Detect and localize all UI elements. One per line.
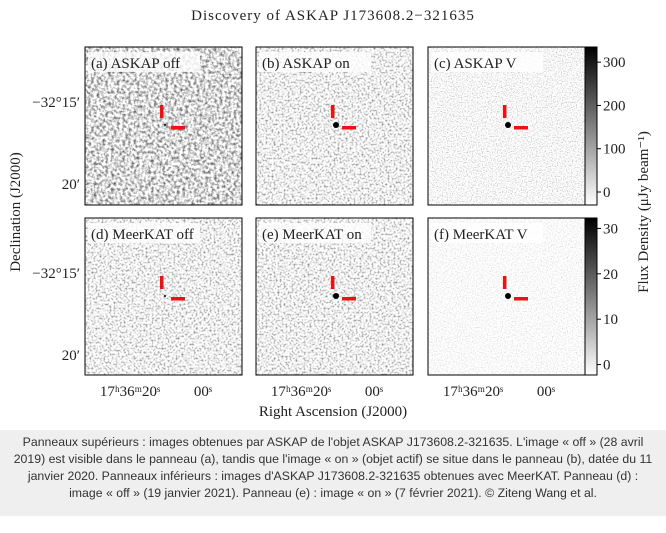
y-tick-label: −32°15′ [32,95,80,111]
panel-label: (b) ASKAP on [262,56,350,72]
panel-label: (c) ASKAP V [434,56,517,72]
label-back [259,223,371,243]
label-back [431,223,543,243]
figure: Discovery of ASKAP J173608.2−321635 (a) … [8,8,652,420]
colorbar-tick-label: 10 [603,312,618,328]
source [333,293,339,299]
colorbar-tick-label: 300 [603,55,626,71]
label-back [88,52,200,72]
x-tick-label: 00ˢ [537,384,555,400]
panel-label: (e) MeerKAT on [262,227,362,243]
source [164,124,166,126]
panel-label: (a) ASKAP off [91,56,180,72]
colorbar-tick-label: 0 [603,185,611,201]
marker [171,297,185,301]
x-tick-label: 17ʰ36ᵐ20ˢ [443,384,503,400]
colorbar-tick-label: 0 [603,358,611,374]
panel-frame [255,217,414,376]
x-tick-label: 17ʰ36ᵐ20ˢ [271,384,331,400]
x-tick-label: 00ˢ [194,384,212,400]
title: Discovery of ASKAP J173608.2−321635 [191,8,475,24]
colorbar [584,217,598,376]
label-back [88,223,200,243]
panel-image [85,218,242,375]
y-tick-label: 20′ [62,348,80,364]
label-back [431,52,543,72]
x-axis-label: Right Ascension (J2000) [259,404,407,420]
panel-label: (d) MeerKAT off [91,227,194,243]
panel-frame [84,46,243,206]
y-axis-label: Declination (J2000) [8,152,24,272]
panel-frame [255,46,414,206]
marker [514,126,528,130]
marker [503,276,507,289]
colorbar-tick-label: 200 [603,98,626,114]
y-tick-label: 20′ [62,177,80,193]
y-tick-label: −32°15′ [32,266,80,282]
colorbar-tick-label: 30 [603,221,618,237]
marker [160,105,164,118]
x-tick-label: 17ʰ36ᵐ20ˢ [100,384,160,400]
marker [331,276,335,289]
source [505,293,511,299]
source [333,122,339,128]
marker [514,297,528,301]
colorbar [584,46,598,206]
colorbar-tick-label: 20 [603,267,618,283]
colorbar-tick-label: 100 [603,142,626,158]
label-back [259,52,371,72]
panel-image [85,47,242,205]
source [505,122,511,128]
marker [342,126,356,130]
panel-label: (f) MeerKAT V [434,227,528,243]
marker [171,126,185,130]
marker [160,276,164,289]
colorbar-label: Flux Density (μJy beam⁻¹) [636,131,652,293]
marker [503,105,507,118]
panel-frame [84,217,243,376]
marker [342,297,356,301]
marker [331,105,335,118]
x-tick-label: 00ˢ [365,384,383,400]
source [164,295,166,297]
caption: Panneaux supérieurs : images obtenues pa… [0,430,666,516]
